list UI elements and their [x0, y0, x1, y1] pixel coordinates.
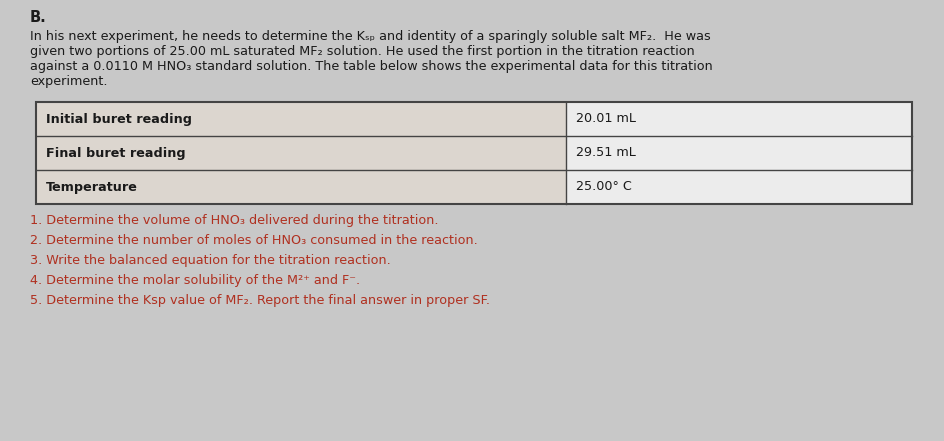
Text: 2. Determine the number of moles of HNO₃ consumed in the reaction.: 2. Determine the number of moles of HNO₃… [30, 234, 478, 247]
Text: given two portions of 25.00 mL saturated MF₂ solution. He used the first portion: given two portions of 25.00 mL saturated… [30, 45, 694, 58]
Text: 5. Determine the Ksp value of MF₂. Report the final answer in proper SF.: 5. Determine the Ksp value of MF₂. Repor… [30, 294, 490, 307]
Text: 3. Write the balanced equation for the titration reaction.: 3. Write the balanced equation for the t… [30, 254, 390, 267]
Text: 20.01 mL: 20.01 mL [576, 112, 635, 126]
Bar [565, 102, 911, 136]
Bar [36, 102, 565, 136]
Bar [565, 136, 911, 170]
Bar [36, 170, 565, 204]
Bar [36, 102, 911, 204]
Text: 4. Determine the molar solubility of the M²⁺ and F⁻.: 4. Determine the molar solubility of the… [30, 274, 360, 287]
Text: B.: B. [30, 10, 46, 25]
Text: 25.00° C: 25.00° C [576, 180, 632, 194]
Text: 1. Determine the volume of HNO₃ delivered during the titration.: 1. Determine the volume of HNO₃ delivere… [30, 214, 438, 227]
Bar [36, 136, 565, 170]
Text: Temperature: Temperature [46, 180, 138, 194]
Text: In his next experiment, he needs to determine the Kₛₚ and identity of a sparingl: In his next experiment, he needs to dete… [30, 30, 710, 43]
Text: Initial buret reading: Initial buret reading [46, 112, 192, 126]
Text: experiment.: experiment. [30, 75, 108, 88]
Bar [565, 170, 911, 204]
Text: against a 0.0110 M HNO₃ standard solution. The table below shows the experimenta: against a 0.0110 M HNO₃ standard solutio… [30, 60, 712, 73]
Text: Final buret reading: Final buret reading [46, 146, 185, 160]
Text: 29.51 mL: 29.51 mL [576, 146, 635, 160]
